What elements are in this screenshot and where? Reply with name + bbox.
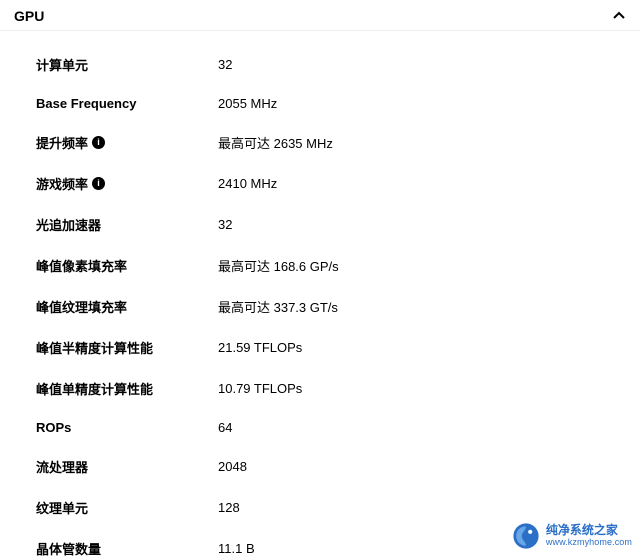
spec-label: Base Frequency [36, 96, 218, 111]
watermark-icon [512, 522, 540, 550]
spec-label-text: 峰值半精度计算性能 [36, 338, 153, 357]
spec-label-text: 纹理单元 [36, 498, 88, 517]
spec-list: 计算单元 32 Base Frequency 2055 MHz 提升频率 i 最高可达 26… [0, 31, 640, 556]
spec-label: 晶体管数量 [36, 539, 218, 556]
spec-value: 32 [218, 57, 232, 72]
spec-value: 2048 [218, 459, 247, 474]
spec-row: 峰值半精度计算性能 21.59 TFLOPs [36, 338, 626, 357]
spec-row: 峰值纹理填充率 最高可达 337.3 GT/s [36, 297, 626, 316]
spec-value: 32 [218, 217, 232, 232]
spec-label-text: 流处理器 [36, 457, 88, 476]
spec-row: 游戏频率 i 2410 MHz [36, 174, 626, 193]
spec-row: 流处理器 2048 [36, 457, 626, 476]
info-icon[interactable]: i [92, 177, 105, 190]
spec-label: 提升频率 i [36, 133, 218, 152]
spec-label: 峰值像素填充率 [36, 256, 218, 275]
spec-label: 计算单元 [36, 55, 218, 74]
spec-label-text: 提升频率 [36, 133, 88, 152]
watermark-text: 纯净系统之家 www.kzmyhome.com [546, 524, 632, 547]
spec-label-text: 峰值像素填充率 [36, 256, 127, 275]
spec-value: 128 [218, 500, 240, 515]
chevron-up-icon [612, 9, 626, 23]
spec-label: 峰值单精度计算性能 [36, 379, 218, 398]
spec-value: 最高可达 168.6 GP/s [218, 256, 339, 275]
spec-value: 2410 MHz [218, 176, 277, 191]
spec-label: 峰值半精度计算性能 [36, 338, 218, 357]
spec-label-text: ROPs [36, 420, 71, 435]
spec-value: 最高可达 2635 MHz [218, 133, 333, 152]
watermark-line1: 纯净系统之家 [546, 524, 632, 537]
spec-label: ROPs [36, 420, 218, 435]
spec-row: Base Frequency 2055 MHz [36, 96, 626, 111]
spec-row: 光追加速器 32 [36, 215, 626, 234]
spec-value: 2055 MHz [218, 96, 277, 111]
spec-value: 64 [218, 420, 232, 435]
spec-label-text: 游戏频率 [36, 174, 88, 193]
spec-label: 峰值纹理填充率 [36, 297, 218, 316]
spec-value: 21.59 TFLOPs [218, 340, 302, 355]
spec-label-text: 光追加速器 [36, 215, 101, 234]
spec-row: 峰值像素填充率 最高可达 168.6 GP/s [36, 256, 626, 275]
section-title: GPU [14, 8, 44, 24]
spec-value: 11.1 B [218, 541, 255, 556]
watermark-line2: www.kzmyhome.com [546, 538, 632, 548]
spec-row: 计算单元 32 [36, 55, 626, 74]
info-icon[interactable]: i [92, 136, 105, 149]
spec-panel: GPU 计算单元 32 Base Frequency 2055 MHz 提升频率 i 最高可… [0, 0, 640, 556]
spec-label-text: Base Frequency [36, 96, 136, 111]
spec-label: 流处理器 [36, 457, 218, 476]
spec-label-text: 峰值纹理填充率 [36, 297, 127, 316]
spec-label-text: 峰值单精度计算性能 [36, 379, 153, 398]
spec-label: 光追加速器 [36, 215, 218, 234]
spec-label: 游戏频率 i [36, 174, 218, 193]
section-header[interactable]: GPU [0, 0, 640, 31]
spec-row: 纹理单元 128 [36, 498, 626, 517]
spec-label-text: 晶体管数量 [36, 539, 101, 556]
spec-row: 提升频率 i 最高可达 2635 MHz [36, 133, 626, 152]
spec-value: 10.79 TFLOPs [218, 381, 302, 396]
spec-label-text: 计算单元 [36, 55, 88, 74]
spec-row: ROPs 64 [36, 420, 626, 435]
spec-value: 最高可达 337.3 GT/s [218, 297, 338, 316]
spec-row: 峰值单精度计算性能 10.79 TFLOPs [36, 379, 626, 398]
watermark: 纯净系统之家 www.kzmyhome.com [512, 522, 632, 550]
spec-label: 纹理单元 [36, 498, 218, 517]
